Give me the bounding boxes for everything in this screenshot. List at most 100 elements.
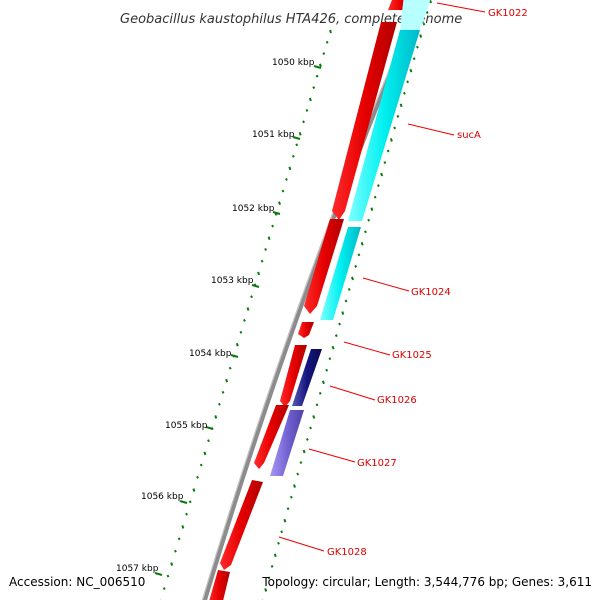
genome-backbone-highlight bbox=[201, 0, 420, 600]
gc-tick bbox=[277, 541, 280, 545]
gc-tick bbox=[351, 276, 354, 281]
kbp-tick: 1053 kbp bbox=[211, 276, 260, 288]
gc-tick bbox=[305, 108, 309, 112]
gc-tick bbox=[174, 549, 177, 553]
gc-tick bbox=[264, 588, 268, 592]
gc-tick bbox=[419, 34, 423, 38]
gc-tick bbox=[181, 525, 185, 529]
gc-tick bbox=[305, 438, 309, 441]
gc-tick bbox=[177, 537, 181, 541]
gc-tick bbox=[328, 357, 332, 361]
gc-tick bbox=[299, 461, 303, 464]
cds-suca[interactable] bbox=[332, 22, 397, 220]
gc-tick bbox=[325, 368, 329, 372]
gc-tick bbox=[373, 195, 377, 199]
cds-gk1024[interactable] bbox=[304, 219, 344, 314]
gc-tick bbox=[383, 161, 387, 164]
feature-track bbox=[270, 0, 432, 476]
gene-label-gk1025[interactable]: GK1025 bbox=[343, 341, 432, 361]
svg-text:GK1022: GK1022 bbox=[488, 8, 528, 19]
gc-tick bbox=[302, 449, 306, 454]
cds-gk1027[interactable] bbox=[254, 405, 289, 469]
gc-tick bbox=[225, 378, 229, 383]
gc-tick bbox=[221, 390, 225, 394]
cds-gk1028[interactable] bbox=[220, 480, 263, 570]
gc-tick bbox=[296, 472, 300, 476]
gene-label-gk1026[interactable]: GK1026 bbox=[329, 385, 417, 406]
gc-skew-ticks bbox=[160, 0, 432, 600]
cds-next[interactable] bbox=[208, 570, 230, 600]
feature-gk1024[interactable] bbox=[320, 227, 361, 320]
gene-label-gk1028[interactable]: GK1028 bbox=[278, 536, 367, 558]
gc-tick bbox=[425, 11, 429, 14]
gc-tick bbox=[298, 131, 302, 136]
gc-tick bbox=[312, 86, 316, 90]
feature-gk1026[interactable] bbox=[292, 349, 322, 406]
gc-tick bbox=[347, 288, 351, 291]
gc-tick bbox=[246, 307, 250, 311]
gc-tick bbox=[309, 426, 312, 430]
kbp-axis: 1050 kbp 1051 kbp 1052 kbp 1053 kbp 1054… bbox=[116, 58, 322, 576]
gc-tick bbox=[196, 475, 199, 479]
gc-tick bbox=[399, 103, 403, 108]
kbp-label: 1054 kbp bbox=[189, 349, 232, 359]
gc-tick bbox=[329, 29, 332, 34]
gc-tick bbox=[257, 271, 261, 276]
kbp-label: 1051 kbp bbox=[252, 130, 295, 140]
gc-tick bbox=[429, 0, 432, 4]
gc-tick bbox=[281, 189, 285, 193]
gc-tick bbox=[166, 574, 170, 578]
gc-tick bbox=[360, 241, 364, 246]
svg-text:GK1027: GK1027 bbox=[357, 458, 397, 469]
gc-tick bbox=[322, 52, 326, 55]
gc-tick bbox=[235, 342, 239, 347]
forward-cds-track bbox=[208, 0, 409, 600]
gc-tick bbox=[341, 311, 345, 315]
feature-suca[interactable] bbox=[348, 30, 420, 221]
feature-gk1022[interactable] bbox=[400, 0, 432, 30]
kbp-label: 1052 kbp bbox=[232, 204, 275, 214]
gc-tick bbox=[185, 512, 188, 516]
gene-labels: GK1022 sucA GK1024 GK1025 GK1026 GK1027 … bbox=[278, 2, 528, 558]
gc-tick bbox=[315, 403, 319, 407]
kbp-tick: 1056 kbp bbox=[141, 492, 188, 504]
gene-label-gk1027[interactable]: GK1027 bbox=[308, 448, 397, 469]
gc-tick bbox=[357, 253, 361, 257]
gc-tick bbox=[386, 149, 390, 153]
gc-tick bbox=[199, 463, 203, 467]
gc-tick bbox=[334, 334, 338, 338]
gc-tick bbox=[192, 488, 196, 492]
gc-tick bbox=[188, 500, 192, 504]
gc-tick bbox=[318, 391, 322, 395]
gc-tick bbox=[422, 22, 426, 26]
cds-gk1026[interactable] bbox=[280, 345, 307, 407]
gc-tick bbox=[214, 415, 218, 419]
gc-tick bbox=[325, 40, 329, 44]
gc-tick bbox=[217, 402, 221, 406]
gc-tick bbox=[308, 97, 312, 102]
feature-gk1027[interactable] bbox=[270, 410, 304, 476]
gc-tick bbox=[380, 172, 384, 177]
gc-tick bbox=[293, 484, 296, 488]
gc-tick bbox=[370, 207, 374, 212]
gc-tick bbox=[207, 439, 210, 443]
kbp-tick: 1057 kbp bbox=[116, 564, 163, 576]
kbp-tick: 1055 kbp bbox=[165, 421, 214, 431]
gc-tick bbox=[364, 230, 367, 234]
genome-stats-text: Topology: circular; Length: 3,544,776 bp… bbox=[261, 575, 592, 589]
gc-tick bbox=[270, 564, 274, 568]
gc-tick bbox=[367, 218, 371, 222]
gc-tick bbox=[393, 126, 397, 130]
cds-gk1025[interactable] bbox=[298, 322, 314, 338]
gc-tick bbox=[416, 45, 419, 49]
gc-tick bbox=[285, 178, 288, 181]
gc-tick bbox=[267, 236, 271, 241]
gc-tick bbox=[203, 451, 207, 456]
gc-tick bbox=[338, 322, 341, 326]
gene-label-gk1022[interactable]: GK1022 bbox=[436, 2, 528, 19]
gene-label-suca[interactable]: sucA bbox=[407, 123, 481, 141]
gene-label-gk1024[interactable]: GK1024 bbox=[362, 277, 451, 298]
gc-tick bbox=[264, 248, 267, 251]
svg-text:GK1024: GK1024 bbox=[411, 287, 451, 298]
